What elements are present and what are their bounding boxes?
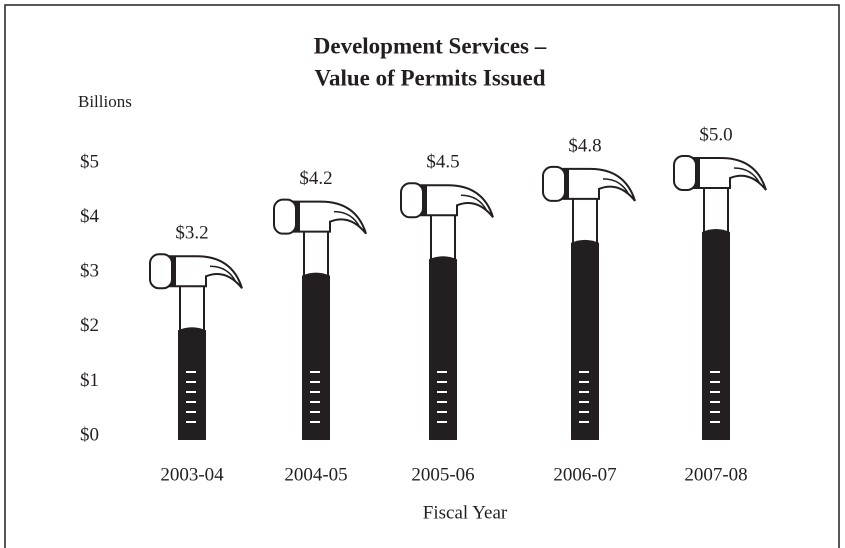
chart: Development Services – Value of Permits … — [0, 0, 845, 548]
hammer-head — [294, 202, 366, 234]
x-tick-label: 2006-07 — [553, 464, 616, 485]
hammer — [543, 167, 635, 440]
hammer-face — [150, 254, 172, 288]
hammer — [674, 156, 766, 440]
hammer-grip — [571, 240, 599, 440]
x-tick-label: 2005-06 — [411, 464, 474, 485]
value-label: $4.2 — [299, 168, 332, 189]
hammer-neck — [180, 284, 204, 330]
y-tick-label: $2 — [80, 315, 99, 336]
y-tick-label: $1 — [80, 370, 99, 391]
y-tick-label: $0 — [80, 424, 99, 445]
hammer-face — [274, 200, 296, 234]
x-tick-label: 2004-05 — [284, 464, 347, 485]
hammer-grip — [302, 273, 330, 440]
value-label: $4.5 — [426, 152, 459, 173]
hammer-head — [563, 169, 635, 201]
y-axis-title: Billions — [78, 92, 132, 111]
hammer-grip — [178, 327, 206, 440]
hammer-face — [674, 156, 696, 190]
y-tick-label: $4 — [80, 206, 100, 227]
hammer-neck — [704, 186, 728, 232]
chart-subtitle: Value of Permits Issued — [314, 65, 545, 90]
y-tick-label: $5 — [80, 151, 99, 172]
chart-title: Development Services – — [314, 33, 547, 58]
hammer-neck — [431, 213, 455, 259]
hammer-neck — [573, 197, 597, 243]
hammer-head — [694, 158, 766, 190]
value-label: $3.2 — [175, 223, 208, 244]
hammer-head — [170, 256, 242, 288]
hammer-grip — [702, 229, 730, 440]
hammer-neck — [304, 230, 328, 276]
x-axis-title: Fiscal Year — [423, 502, 508, 523]
value-label: $4.8 — [568, 135, 601, 156]
hammer — [274, 200, 366, 440]
x-tick-label: 2007-08 — [684, 464, 747, 485]
y-tick-label: $3 — [80, 261, 99, 282]
hammer-face — [401, 183, 423, 217]
hammer-face — [543, 167, 565, 201]
x-tick-label: 2003-04 — [160, 464, 224, 485]
hammer-head — [421, 185, 493, 217]
hammer — [401, 183, 493, 440]
hammer — [150, 254, 242, 440]
value-label: $5.0 — [699, 124, 732, 145]
